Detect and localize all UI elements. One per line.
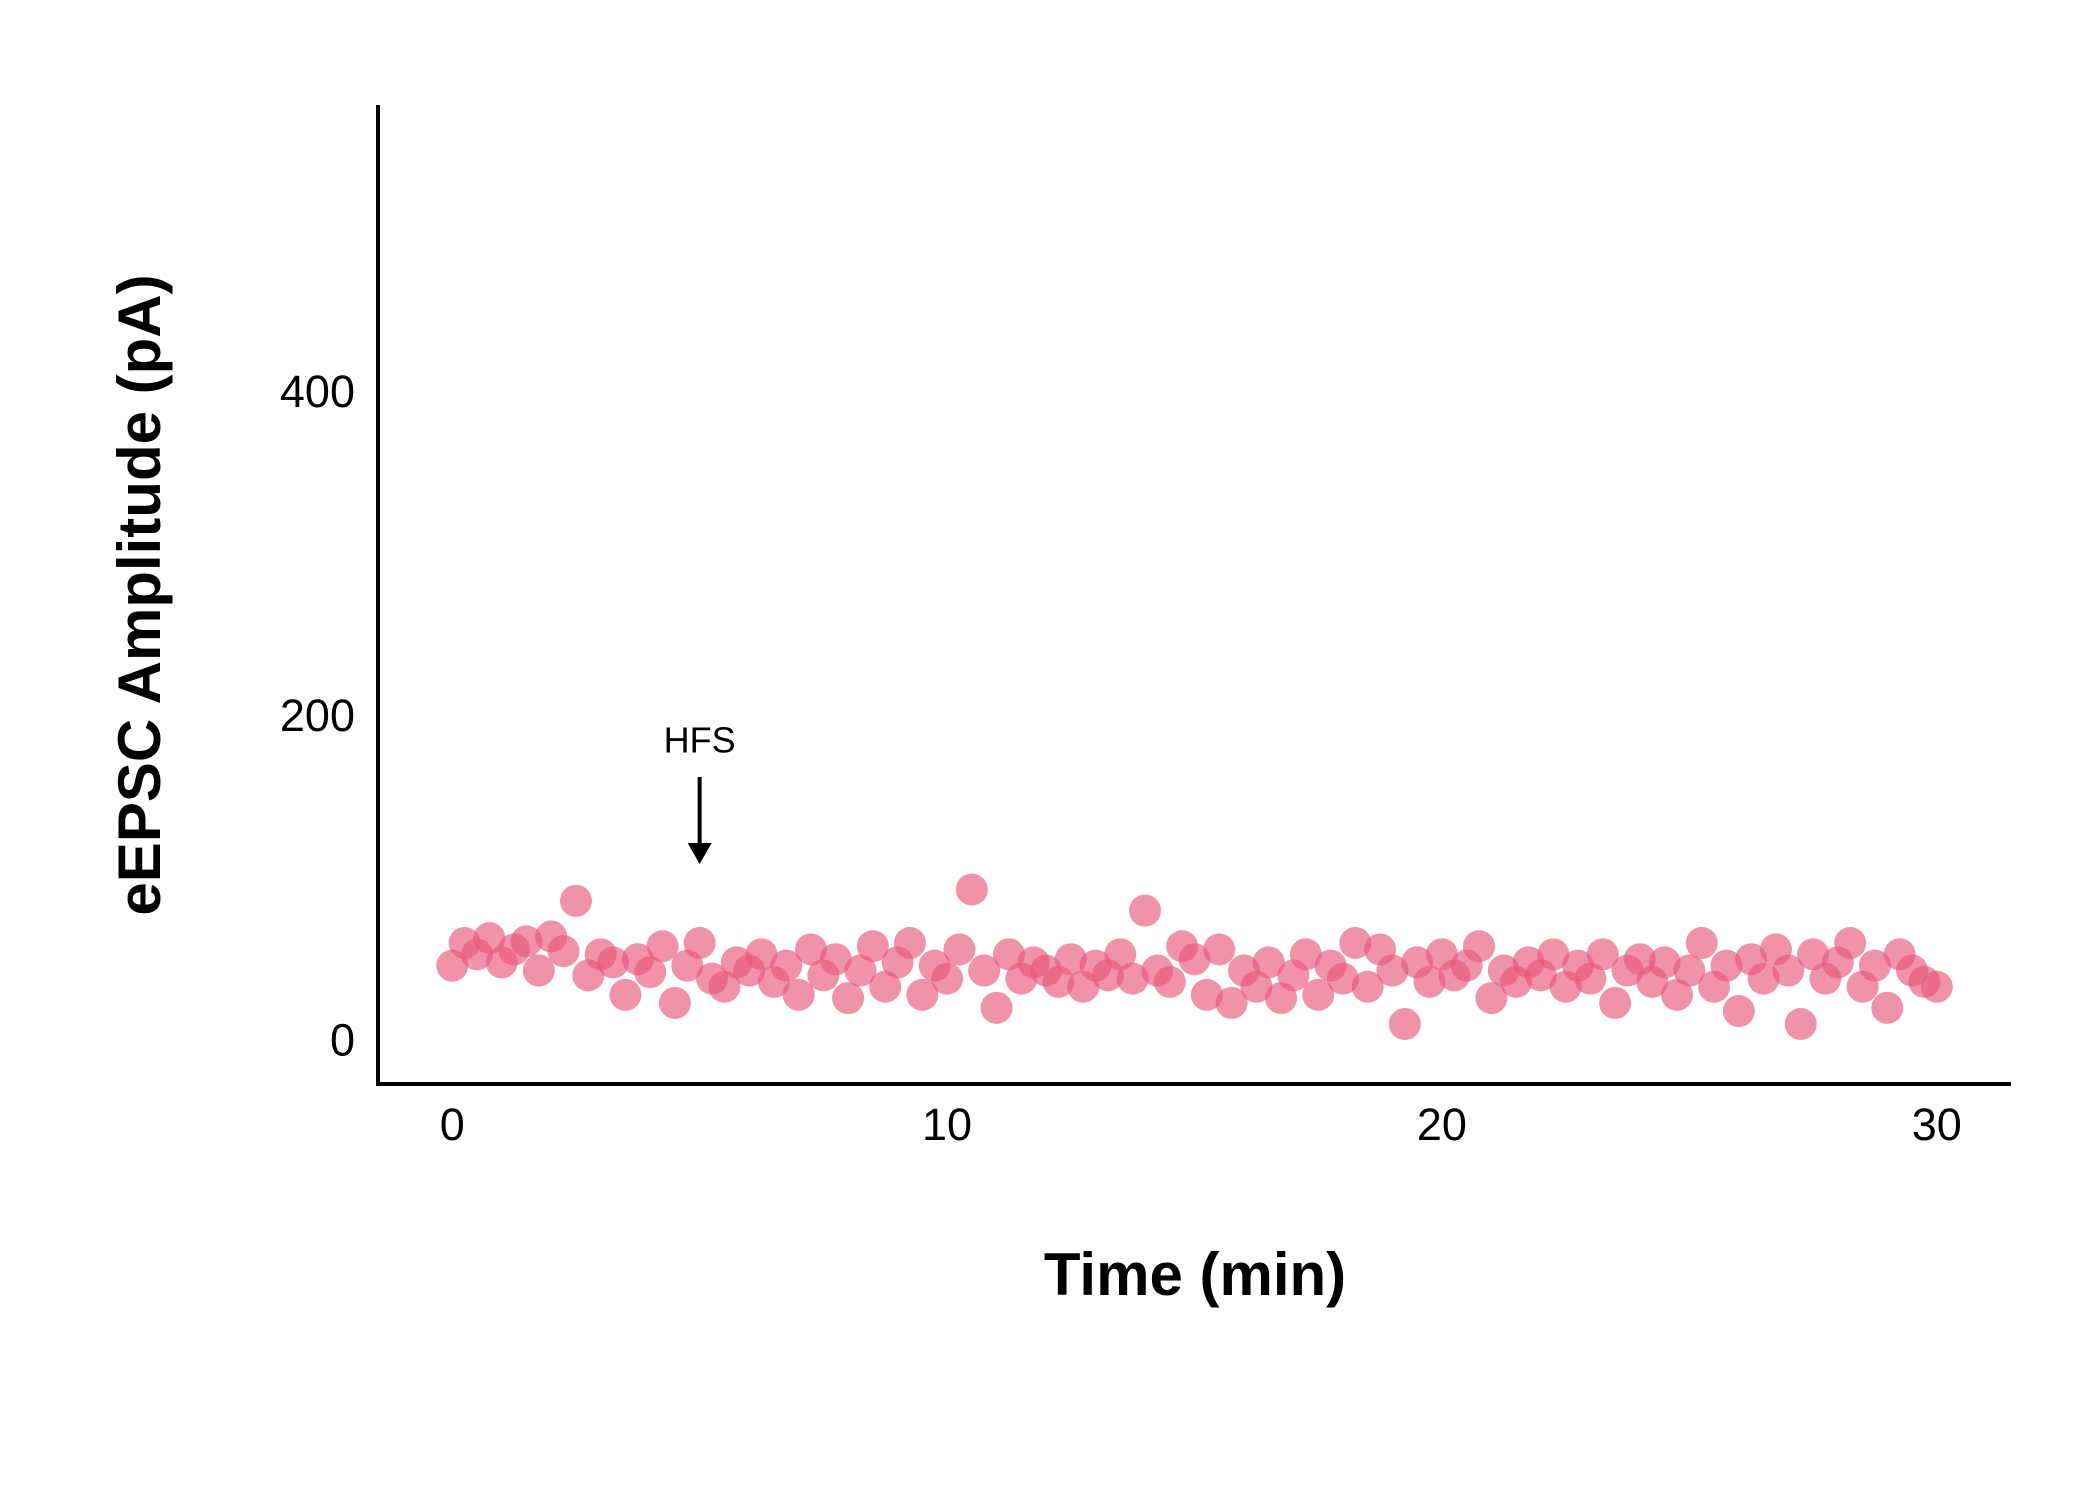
y-tick-label: 0: [330, 1014, 355, 1065]
data-point: [1797, 938, 1830, 971]
data-point: [1537, 938, 1570, 971]
data-point: [1871, 991, 1904, 1024]
data-point: [1784, 1008, 1817, 1041]
data-point: [1104, 938, 1137, 971]
x-tick-label: 20: [1417, 1099, 1467, 1150]
data-point: [1388, 1008, 1421, 1041]
data-point: [844, 954, 877, 987]
data-point: [1834, 926, 1867, 959]
data-point: [856, 930, 889, 963]
data-point: [1178, 943, 1211, 976]
data-point: [832, 982, 865, 1015]
data-point: [1586, 938, 1619, 971]
data-point: [473, 922, 506, 955]
data-point: [1673, 954, 1706, 987]
data-point: [968, 954, 1001, 987]
data-point: [955, 873, 988, 906]
data-point: [1574, 962, 1607, 995]
x-axis-title: Time (min): [1044, 1241, 1346, 1308]
data-point: [1190, 978, 1223, 1011]
data-point: [1772, 954, 1805, 987]
y-axis-title: eEPSC Amplitude (pA): [106, 274, 173, 915]
data-point: [992, 938, 1025, 971]
data-point: [609, 978, 642, 1011]
data-point: [658, 986, 691, 1019]
data-point: [1240, 970, 1273, 1003]
data-point: [1747, 962, 1780, 995]
data-point: [794, 933, 827, 966]
data-point: [1710, 949, 1743, 982]
data-point: [634, 956, 667, 989]
data-point: [559, 884, 592, 917]
data-point: [819, 943, 852, 976]
data-point: [893, 926, 926, 959]
data-point: [547, 935, 580, 968]
data-point: [1252, 946, 1285, 979]
data-point: [1599, 986, 1632, 1019]
data-point: [1215, 986, 1248, 1019]
data-point: [708, 970, 741, 1003]
data-point: [1920, 970, 1953, 1003]
data-point: [1203, 933, 1236, 966]
data-point: [1351, 970, 1384, 1003]
data-point: [1326, 962, 1359, 995]
data-point: [1413, 965, 1446, 998]
y-tick-label: 200: [280, 690, 355, 741]
data-point: [646, 930, 679, 963]
data-point: [906, 978, 939, 1011]
data-point: [1153, 965, 1186, 998]
data-point: [869, 970, 902, 1003]
data-point: [943, 933, 976, 966]
data-point: [1129, 894, 1162, 927]
data-point: [1116, 962, 1149, 995]
data-point: [510, 925, 543, 958]
annotation-label: HFS: [664, 720, 736, 761]
data-point: [597, 946, 630, 979]
data-point: [1685, 926, 1718, 959]
x-tick-label: 0: [440, 1099, 465, 1150]
y-tick-label: 400: [280, 366, 355, 417]
data-point: [522, 954, 555, 987]
data-point: [683, 926, 716, 959]
x-tick-label: 10: [922, 1099, 972, 1150]
data-point: [1648, 946, 1681, 979]
data-point: [931, 962, 964, 995]
data-point: [1858, 949, 1891, 982]
data-point: [1289, 938, 1322, 971]
data-point: [980, 991, 1013, 1024]
data-point: [1722, 995, 1755, 1028]
data-point: [1660, 978, 1693, 1011]
data-point: [1054, 943, 1087, 976]
data-point: [770, 949, 803, 982]
data-point: [1475, 982, 1508, 1015]
data-point: [1302, 978, 1335, 1011]
data-point: [1339, 926, 1372, 959]
data-point: [1463, 930, 1496, 963]
data-point: [782, 978, 815, 1011]
annotation-arrowhead: [687, 843, 712, 864]
data-point: [1376, 954, 1409, 987]
x-tick-label: 30: [1912, 1099, 1962, 1150]
data-point: [745, 938, 778, 971]
